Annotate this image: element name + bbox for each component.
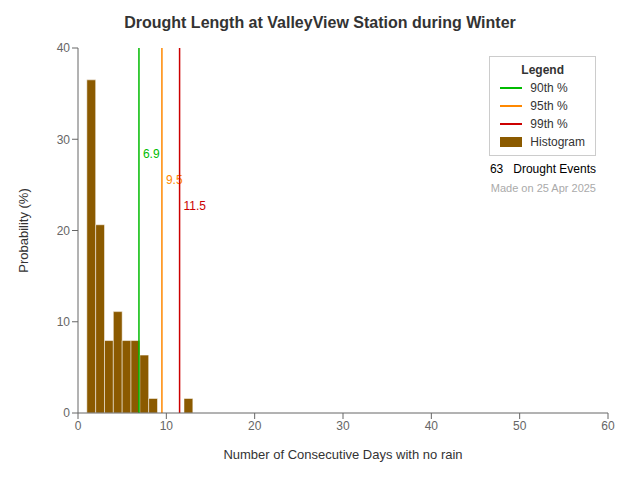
svg-text:20: 20 [248, 419, 262, 433]
svg-text:30: 30 [57, 133, 71, 147]
svg-text:40: 40 [425, 419, 439, 433]
html-text:Legend: Legend [521, 63, 564, 77]
svg-text:50: 50 [513, 419, 527, 433]
svg-text:6.9: 6.9 [143, 147, 160, 161]
svg-text:9.5: 9.5 [166, 173, 183, 187]
svg-text:10: 10 [160, 419, 174, 433]
html-text:Made on 25 Apr 2025: Made on 25 Apr 2025 [490, 182, 596, 194]
html-text:63 Drought Events: 63 Drought Events [489, 162, 596, 176]
svg-text:Number of Consecutive Days wit: Number of Consecutive Days with no rain [223, 447, 462, 462]
svg-text:60: 60 [601, 419, 615, 433]
svg-text:11.5: 11.5 [184, 199, 207, 213]
svg-text:0: 0 [63, 406, 70, 420]
html-text:99th %: 99th % [530, 117, 568, 131]
html-text:95th %: 95th % [530, 99, 568, 113]
svg-text:30: 30 [336, 419, 350, 433]
html-text:Drought Length at ValleyView S: Drought Length at ValleyView Station dur… [124, 14, 516, 31]
html-text:Histogram: Histogram [530, 135, 585, 149]
svg-text:20: 20 [57, 224, 71, 238]
svg-text:Probability (%): Probability (%) [16, 188, 31, 273]
svg-text:10: 10 [57, 315, 71, 329]
html-text:90th %: 90th % [530, 81, 568, 95]
svg-text:40: 40 [57, 41, 71, 55]
svg-text:0: 0 [75, 419, 82, 433]
